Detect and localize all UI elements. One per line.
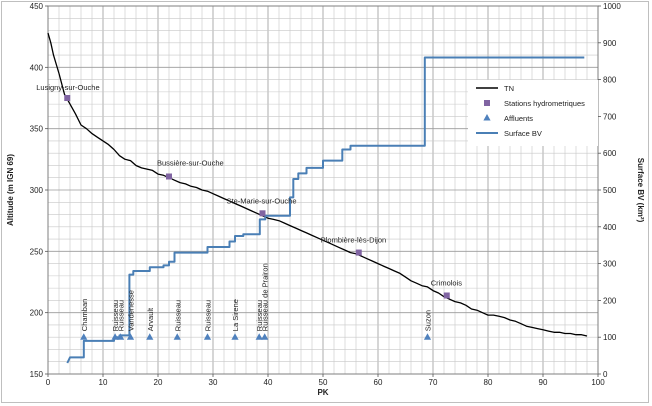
- legend-label: Stations hydrometriques: [504, 99, 585, 108]
- y-left-tick-label: 200: [30, 309, 44, 318]
- affluent-marker: [146, 333, 154, 340]
- x-axis-title: PK: [317, 388, 328, 397]
- affluent-marker: [111, 333, 119, 340]
- affluent-marker: [80, 333, 88, 340]
- legend-label: Surface BV: [504, 129, 542, 138]
- affluent-label: Ruisseau: [111, 300, 120, 331]
- station-marker: [64, 95, 71, 101]
- affluent-label: Ruisseau: [173, 300, 182, 331]
- y-right-tick-label: 200: [603, 296, 617, 305]
- tn-line: [47, 32, 588, 337]
- affluent-label: La Sirene: [231, 299, 240, 331]
- station-label: Plombière-lès-Dijon: [321, 236, 386, 245]
- y-left-tick-label: 250: [30, 247, 44, 256]
- affluent-marker: [255, 333, 263, 340]
- station-marker: [355, 249, 362, 256]
- x-tick-label: 80: [484, 378, 493, 387]
- x-tick-label: 10: [99, 378, 108, 387]
- x-tick-label: 40: [264, 378, 273, 387]
- x-tick-label: 90: [539, 378, 548, 387]
- affluent-label: Chamban: [80, 299, 89, 332]
- legend-label: TN: [504, 84, 514, 93]
- y-left-tick-label: 350: [30, 125, 44, 134]
- affluent-marker: [231, 333, 239, 340]
- affluent-label: Suzon: [424, 310, 433, 331]
- affluent-label: Vandenesse: [127, 290, 136, 331]
- y-right-tick-label: 900: [603, 39, 617, 48]
- station-label: Ste-Marie-sur-Ouche: [227, 196, 297, 205]
- affluent-marker: [423, 333, 432, 340]
- y-right-tick-label: 600: [603, 149, 617, 158]
- station-marker: [259, 210, 266, 217]
- y-right-tick-label: 0: [603, 370, 608, 379]
- y-right-tick-label: 400: [603, 223, 617, 232]
- y-right-tick-label: 800: [603, 76, 617, 85]
- x-tick-label: 50: [319, 378, 328, 387]
- y-right-tick-label: 500: [603, 186, 617, 195]
- x-tick-label: 20: [154, 378, 163, 387]
- affluent-label: Ruisseau: [255, 300, 264, 331]
- legend-box: [468, 80, 598, 146]
- station-label: Bussière-sur-Ouche: [157, 159, 224, 168]
- legend-triangle: [483, 114, 491, 121]
- affluent-marker: [203, 333, 212, 340]
- station-label: Crimolois: [431, 278, 463, 287]
- x-tick-label: 60: [374, 378, 383, 387]
- y-right-tick-label: 1000: [603, 2, 621, 11]
- legend-square: [484, 100, 490, 106]
- x-tick-label: 100: [591, 378, 605, 387]
- affluent-marker: [173, 333, 181, 340]
- y-left-axis-title: Altitude (m IGN 69): [6, 154, 15, 226]
- affluent-marker: [261, 333, 269, 340]
- affluent-marker: [126, 333, 135, 340]
- y-right-axis-title: Surface BV (km²): [636, 158, 645, 223]
- affluent-label: Ruisseau: [204, 300, 213, 331]
- x-tick-label: 70: [429, 378, 438, 387]
- legend-label: Affluents: [504, 114, 533, 123]
- station-marker: [166, 173, 172, 180]
- y-right-tick-label: 100: [603, 333, 617, 342]
- y-left-tick-label: 150: [30, 370, 44, 379]
- station-label: Lusigny-sur-Ouche: [36, 83, 99, 92]
- y-left-tick-label: 300: [30, 186, 44, 195]
- x-tick-label: 0: [46, 378, 51, 387]
- affluent-label: Arvault: [146, 307, 155, 331]
- station-marker: [443, 292, 450, 299]
- affluent-label: Ruisseau: [117, 300, 126, 331]
- affluent-marker: [117, 333, 125, 340]
- x-tick-label: 30: [209, 378, 218, 387]
- affluent-label: Ruisseau de Prairon: [261, 263, 270, 331]
- y-right-tick-label: 700: [603, 112, 617, 121]
- y-left-tick-label: 450: [30, 2, 44, 11]
- y-right-tick-label: 300: [603, 260, 617, 269]
- y-left-tick-label: 400: [30, 63, 44, 72]
